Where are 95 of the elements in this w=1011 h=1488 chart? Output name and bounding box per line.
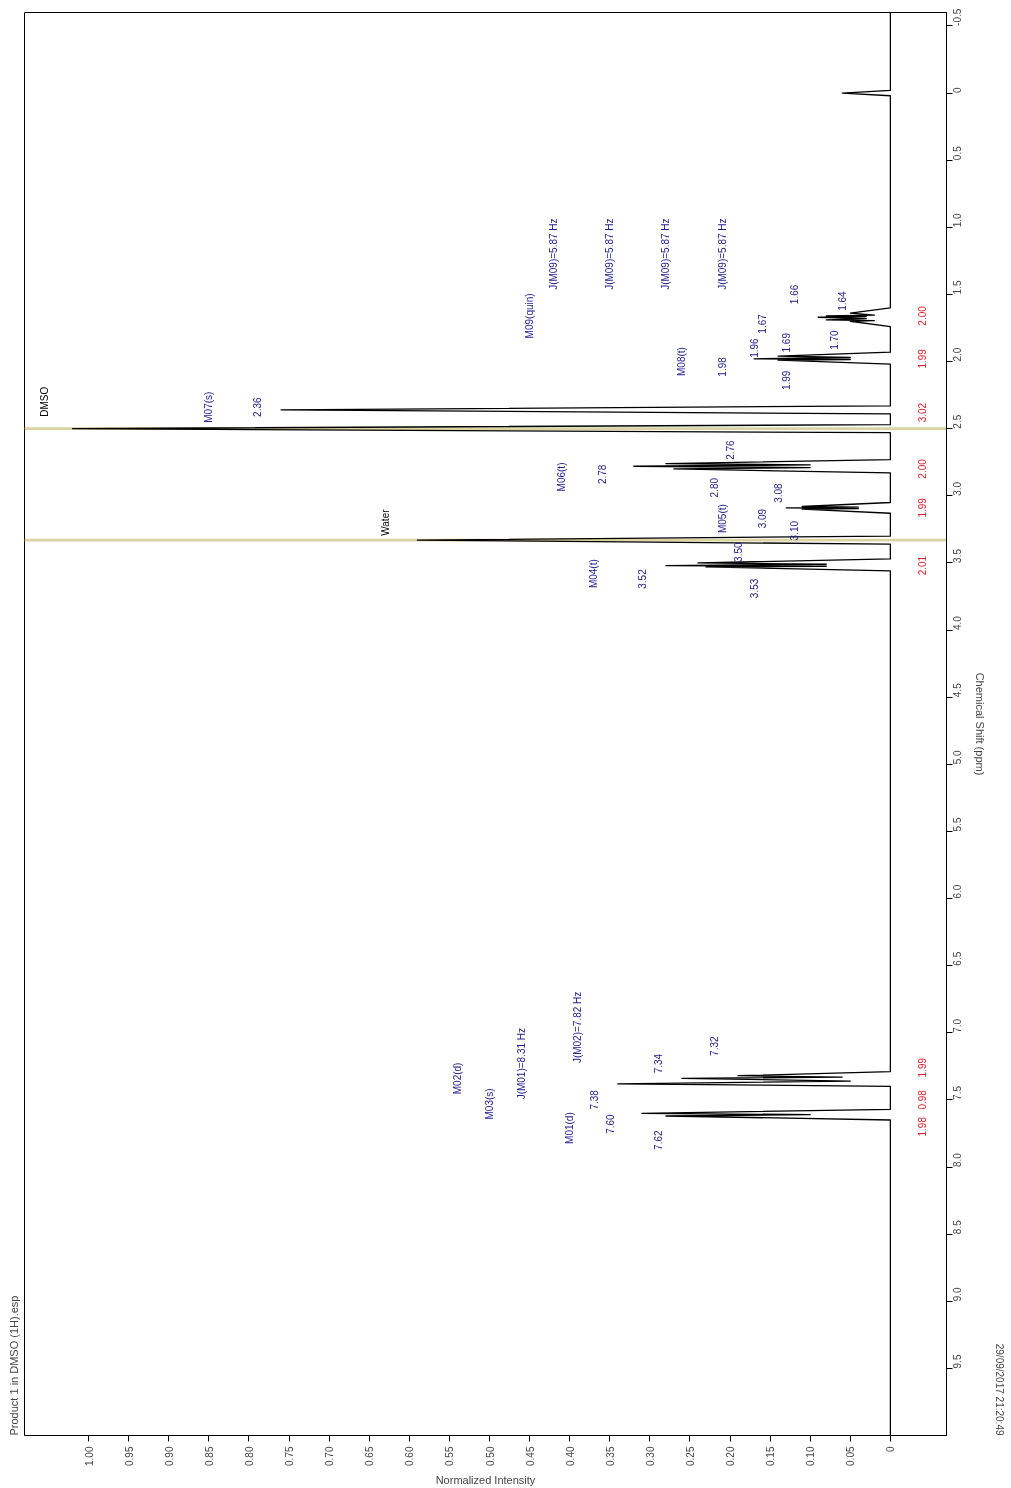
- annotation: 1.69: [781, 332, 793, 353]
- annotation: 0.98: [917, 1089, 929, 1110]
- y-axis-title: Chemical Shift (ppm): [973, 672, 986, 776]
- x-tick-label: 0.85: [203, 1446, 215, 1466]
- x-tick-label: 0.40: [564, 1446, 576, 1466]
- annotation: M03(s): [484, 1088, 496, 1120]
- annotation: 7.60: [604, 1113, 616, 1134]
- x-tick-label: 0.25: [684, 1446, 696, 1466]
- annotation: 1.66: [789, 284, 801, 305]
- y-tick-label: 8.0: [952, 1152, 964, 1168]
- annotation: Water: [379, 508, 391, 536]
- annotation: 7.62: [652, 1129, 664, 1150]
- annotation: M05(t): [716, 504, 728, 534]
- annotation: 2.76: [725, 439, 737, 460]
- y-tick-label: 0.5: [952, 145, 964, 161]
- annotation: 3.10: [789, 520, 801, 541]
- annotation: M04(t): [588, 559, 600, 589]
- annotation: 1.64: [837, 290, 849, 311]
- annotation: 2.00: [917, 305, 929, 326]
- annotation: M07(s): [203, 391, 215, 423]
- y-tick-label: 1.0: [952, 212, 964, 228]
- x-tick-label: 0.10: [805, 1446, 817, 1466]
- annotation: 3.50: [733, 542, 745, 562]
- annotation: 7.32: [709, 1036, 720, 1056]
- annotation: 2.80: [709, 477, 720, 498]
- y-tick-label: 3.5: [952, 548, 964, 563]
- y-tick-label: 7.0: [952, 1018, 964, 1033]
- y-tick-label: 5.0: [952, 749, 964, 765]
- x-tick-label: 0.55: [444, 1446, 456, 1466]
- annotation: 1.99: [917, 348, 929, 369]
- annotation: 1.70: [829, 329, 841, 350]
- x-tick-label: 0: [885, 1446, 897, 1453]
- annotation: M06(t): [556, 462, 568, 492]
- y-tick-label: 9.5: [952, 1354, 964, 1369]
- y-tick-label: 1.5: [952, 280, 964, 295]
- annotation: J(M09)=5.87 Hz: [604, 218, 616, 290]
- x-tick-label: 0.05: [845, 1446, 857, 1466]
- y-tick-label: 3.0: [952, 481, 964, 496]
- x-tick-label: 0.70: [324, 1446, 336, 1466]
- annotation: 3.08: [773, 482, 785, 503]
- annotation: 7.34: [652, 1053, 664, 1074]
- annotation: 1.98: [717, 356, 729, 377]
- annotation: J(M01)=8.31 Hz: [516, 1027, 528, 1100]
- text: 29/09/2017 21:20:49: [993, 1343, 1005, 1436]
- y-tick-label: -0.5: [952, 8, 964, 26]
- x-tick-label: 0.15: [765, 1446, 777, 1466]
- x-tick-label: 0.65: [364, 1446, 376, 1466]
- y-tick-label: 6.5: [952, 951, 964, 966]
- annotation: J(M09)=5.87 Hz: [548, 218, 560, 290]
- annotation: 1.99: [781, 370, 793, 391]
- annotation: M02(d): [451, 1062, 463, 1095]
- y-tick-label: 2.0: [952, 347, 964, 362]
- annotation: M09(quin): [524, 293, 536, 339]
- y-tick-label: 0: [952, 87, 964, 94]
- annotation: DMSO: [39, 386, 51, 417]
- annotation: 3.09: [757, 508, 769, 529]
- y-tick-label: 8.5: [952, 1219, 964, 1235]
- annotation: 1.67: [757, 313, 769, 334]
- text: Product 1 in DMSO (1H).esp: [7, 1295, 20, 1436]
- annotation: 2.01: [917, 555, 929, 576]
- y-tick-label: 5.5: [952, 817, 964, 832]
- y-tick-label: 7.5: [952, 1085, 964, 1100]
- y-tick-label: 2.5: [952, 414, 964, 429]
- y-tick-label: 9.0: [952, 1286, 964, 1302]
- x-axis-title: Normalized Intensity: [435, 1473, 536, 1486]
- annotation: 1.98: [917, 1116, 929, 1137]
- x-tick-label: 0.30: [644, 1446, 656, 1466]
- x-tick-label: 0.50: [484, 1446, 496, 1466]
- annotation: 2.36: [252, 397, 263, 417]
- annotation: 7.38: [588, 1089, 600, 1110]
- annotation: J(M09)=5.87 Hz: [716, 218, 728, 290]
- x-tick-label: 0.45: [524, 1446, 536, 1466]
- x-tick-label: 0.90: [163, 1446, 175, 1466]
- annotation: J(M02)=7.82 Hz: [572, 991, 584, 1064]
- annotation: 3.53: [749, 578, 761, 599]
- x-tick-label: 0.75: [284, 1446, 296, 1466]
- x-tick-label: 0.35: [604, 1446, 616, 1466]
- x-tick-label: 0.80: [243, 1446, 255, 1466]
- annotation: 2.78: [596, 464, 608, 485]
- annotation: 3.02: [917, 402, 929, 423]
- x-tick-label: 0.60: [404, 1446, 416, 1466]
- annotation: 2.00: [917, 458, 929, 479]
- annotation: 1.96: [749, 337, 761, 358]
- y-tick-label: 6.0: [952, 884, 964, 899]
- annotation: J(M09)=5.87 Hz: [660, 218, 672, 290]
- x-tick-label: 0.20: [725, 1446, 737, 1466]
- x-tick-label: 0.95: [123, 1446, 135, 1466]
- annotation: M01(d): [564, 1112, 576, 1144]
- annotation: 1.99: [917, 1057, 929, 1078]
- y-tick-label: 4.0: [952, 615, 964, 631]
- y-tick-label: 4.5: [952, 682, 964, 698]
- x-tick-label: 1.00: [83, 1446, 95, 1466]
- annotation: 3.52: [636, 568, 648, 589]
- annotation: 1.99: [917, 497, 929, 518]
- annotation: M08(t): [676, 347, 688, 376]
